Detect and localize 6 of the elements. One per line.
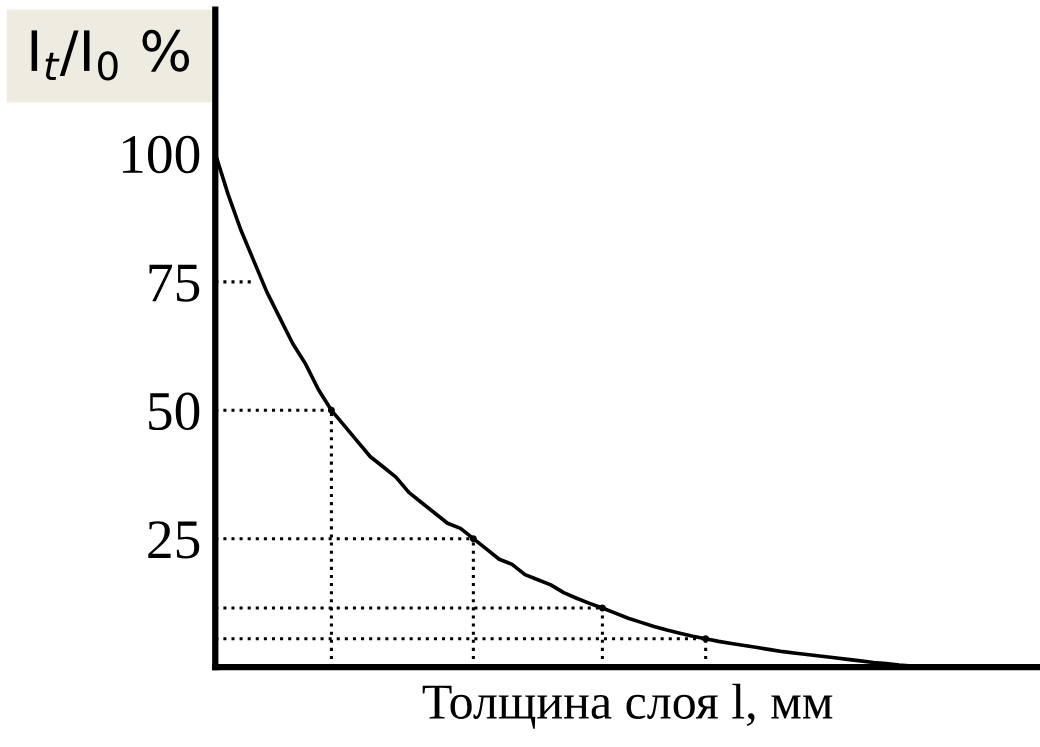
y-tick-label: 75 (149, 264, 200, 302)
y-tick-label: 50 (149, 392, 200, 431)
y-tick-label: 25 (148, 521, 200, 559)
y-tick-label: 100 (122, 135, 200, 174)
y-axis-title: I$_{t}$/I$_{0}$ % (31, 29, 190, 81)
x-axis-title: Толщина слоя l, мм (422, 683, 833, 729)
